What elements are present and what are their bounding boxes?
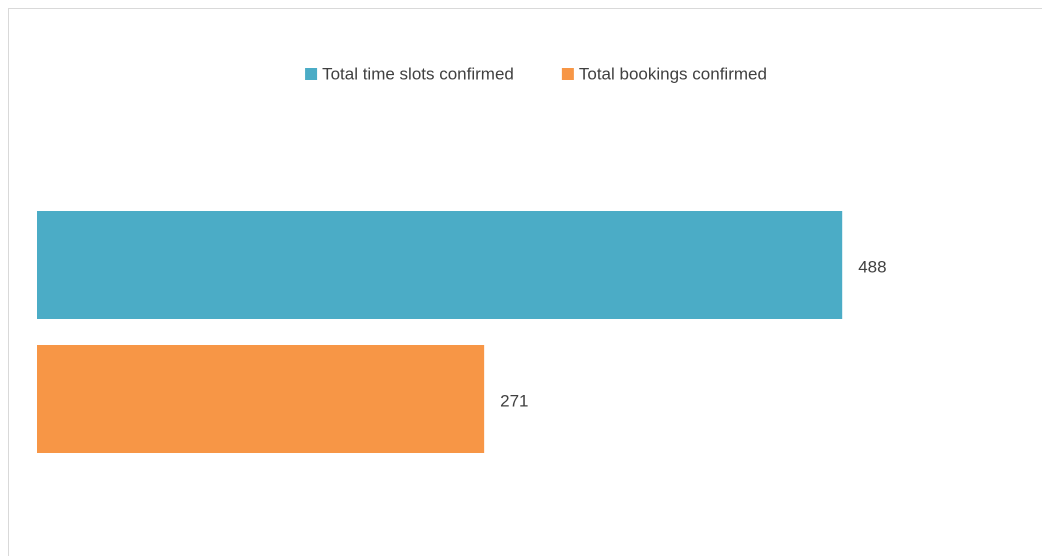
legend-swatch <box>305 68 318 80</box>
legend-swatch <box>561 68 574 80</box>
bar <box>37 211 843 319</box>
data-label: 488 <box>858 257 886 276</box>
legend-label: Total bookings confirmed <box>579 64 767 83</box>
data-label: 271 <box>500 391 528 410</box>
chart-frame <box>8 8 1042 556</box>
legend-label: Total time slots confirmed <box>322 64 514 83</box>
bar <box>37 345 485 453</box>
